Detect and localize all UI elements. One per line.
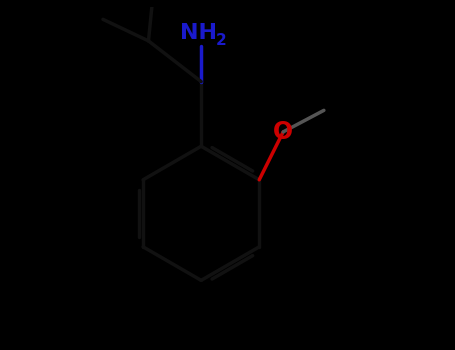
Text: NH: NH	[180, 23, 217, 43]
Text: 2: 2	[216, 33, 227, 48]
Text: O: O	[273, 120, 293, 144]
